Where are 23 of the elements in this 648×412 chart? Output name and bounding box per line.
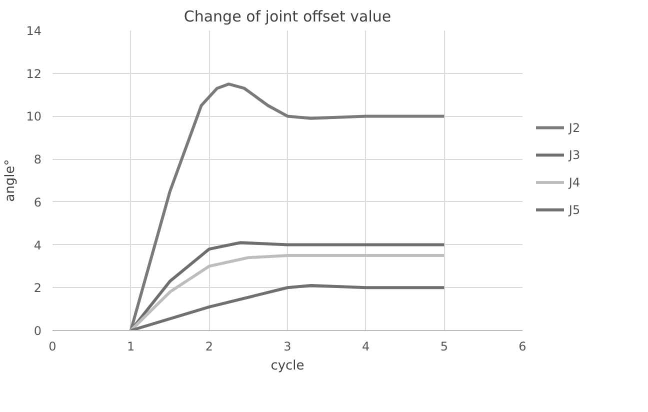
- x-tick-label: 0: [48, 340, 56, 354]
- x-axis-title: cycle: [270, 358, 304, 374]
- x-tick-label: 3: [284, 340, 292, 354]
- legend-label: J2: [568, 120, 580, 135]
- y-tick-label: 6: [34, 195, 42, 210]
- x-tick-label: 4: [362, 340, 370, 354]
- y-tick-label: 10: [26, 110, 42, 124]
- legend-label: J3: [568, 148, 580, 162]
- chart-title: Change of joint offset value: [184, 8, 392, 26]
- y-tick-label: 0: [34, 324, 42, 338]
- x-tick-label: 6: [518, 340, 526, 354]
- y-tick-label: 12: [26, 66, 42, 81]
- x-tick-label: 2: [205, 340, 213, 354]
- legend-label: J4: [568, 176, 580, 190]
- line-series: [129, 82, 446, 330]
- y-tick-label: 14: [26, 24, 42, 38]
- y-tick-label: 4: [34, 238, 42, 252]
- x-tick-label: 1: [127, 340, 135, 354]
- y-tick-label: 2: [34, 281, 42, 296]
- legend-label: J5: [568, 202, 580, 217]
- y-tick-label: 8: [34, 152, 42, 167]
- y-axis-title: angle°: [3, 159, 18, 202]
- x-tick-label: 5: [440, 340, 448, 354]
